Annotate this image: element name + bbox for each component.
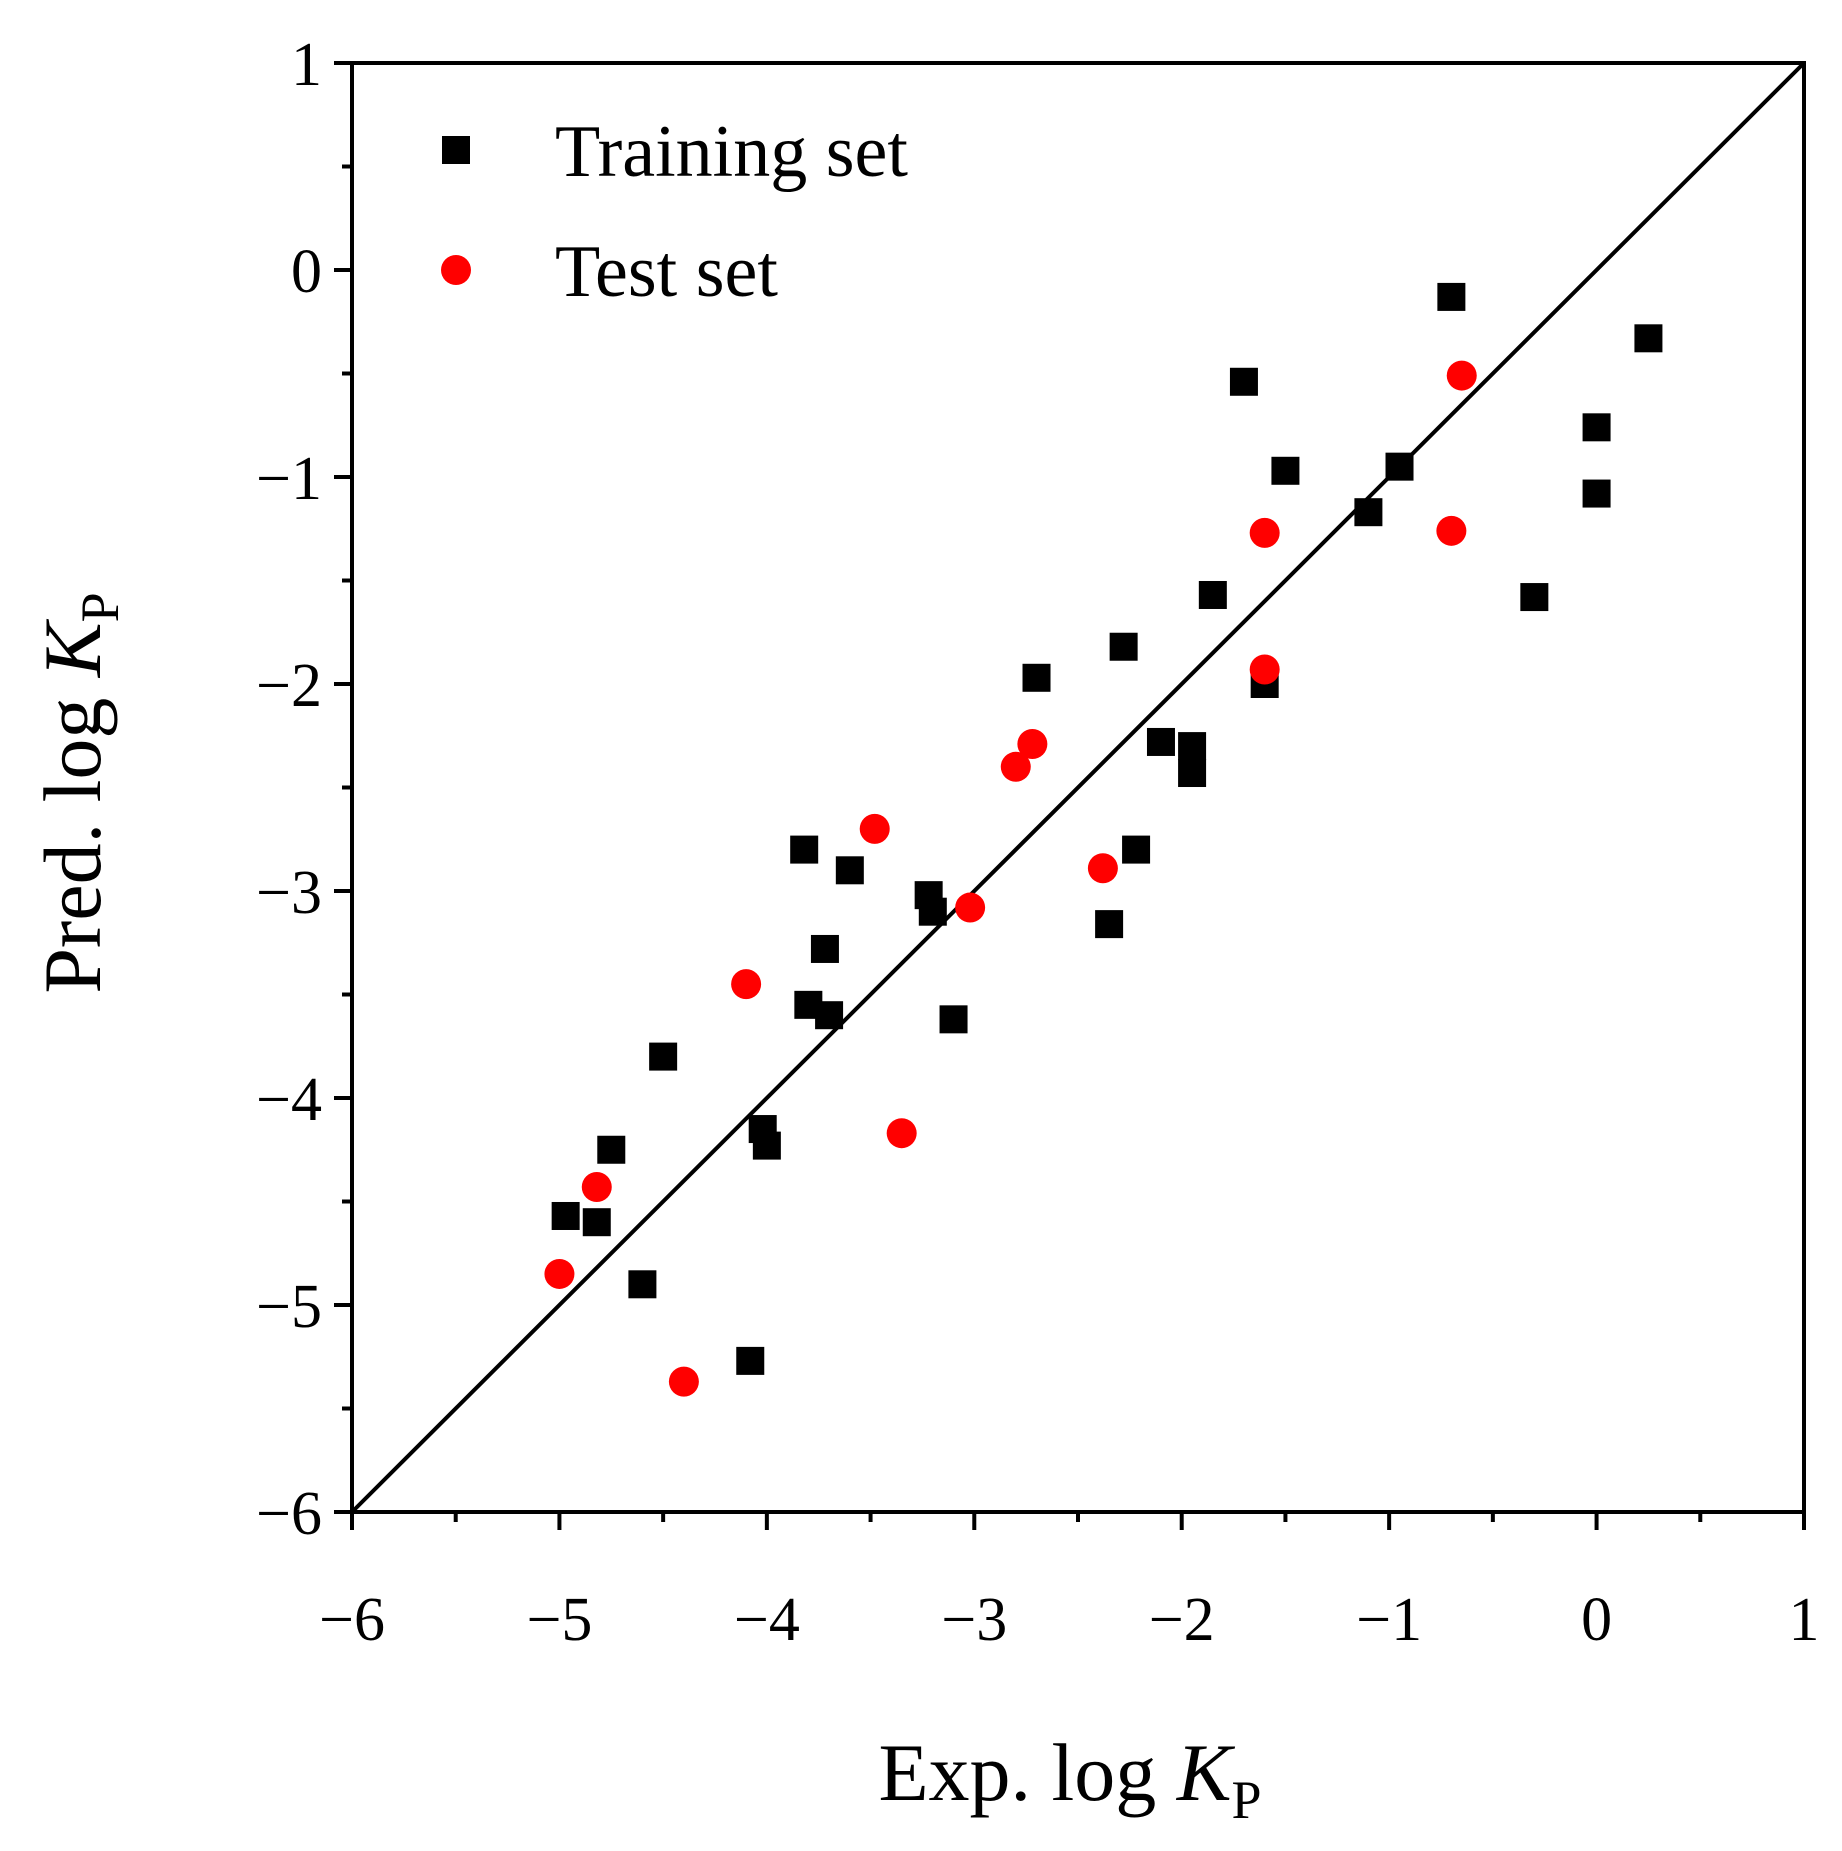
training-point xyxy=(918,897,947,926)
test-point xyxy=(859,813,890,844)
legend-training-label: Training set xyxy=(555,111,908,193)
training-point xyxy=(597,1135,626,1164)
x-tick-label: −1 xyxy=(1356,1586,1422,1654)
y-tick-label: 0 xyxy=(291,238,322,306)
training-point xyxy=(1582,479,1611,508)
test-point xyxy=(668,1366,699,1397)
x-tick-label: −5 xyxy=(526,1586,592,1654)
test-point xyxy=(1249,517,1280,548)
training-point xyxy=(1437,282,1466,311)
training-point xyxy=(1146,727,1175,756)
test-point xyxy=(1436,515,1467,546)
training-point xyxy=(1022,663,1051,692)
axes: −6 −6 −5 −5 −4 −4 −3 −3 −2 −2 −1 −1 0 0 1 1 xyxy=(256,31,1819,1654)
y-tick-label: −5 xyxy=(256,1273,322,1341)
x-tick-label: 1 xyxy=(1789,1586,1820,1654)
x-tick-label: −3 xyxy=(941,1586,1007,1654)
y-tick-label: −4 xyxy=(256,1066,322,1134)
training-point xyxy=(810,934,839,963)
training-point xyxy=(1520,583,1549,612)
y-tick-label: −6 xyxy=(256,1480,322,1548)
training-point xyxy=(1354,498,1383,527)
y-tick-label: −1 xyxy=(256,445,322,513)
test-point xyxy=(1087,853,1118,884)
training-point xyxy=(1385,452,1414,481)
test-point xyxy=(1446,360,1477,391)
test-point xyxy=(544,1258,575,1289)
x-tick-label: −6 xyxy=(319,1586,385,1654)
y-tick-label: 1 xyxy=(291,31,322,99)
training-point xyxy=(628,1270,657,1299)
training-point xyxy=(1229,367,1258,396)
legend: Training set Test set xyxy=(441,111,908,313)
x-tick-label: −4 xyxy=(734,1586,800,1654)
legend-training-marker xyxy=(442,136,470,164)
training-point xyxy=(1634,324,1663,353)
training-point xyxy=(1582,413,1611,442)
y-tick-label: −3 xyxy=(256,859,322,927)
training-point xyxy=(752,1131,781,1160)
test-point xyxy=(1249,654,1280,685)
training-point xyxy=(815,1001,844,1030)
test-point xyxy=(731,969,762,1000)
training-point xyxy=(736,1346,765,1375)
training-point xyxy=(649,1042,678,1071)
training-point xyxy=(790,835,819,864)
training-point xyxy=(1178,732,1207,761)
x-axis-title: Exp. log KP xyxy=(878,1727,1261,1830)
test-point xyxy=(1000,751,1031,782)
training-point xyxy=(1122,835,1151,864)
training-point xyxy=(1109,632,1138,661)
training-point xyxy=(1271,456,1300,485)
plot-area xyxy=(350,61,1806,1514)
x-tick-label: −2 xyxy=(1149,1586,1215,1654)
test-point xyxy=(886,1118,917,1149)
legend-test-marker xyxy=(441,255,471,285)
training-point xyxy=(1095,910,1124,939)
test-point xyxy=(1017,729,1048,760)
y-tick-label: −2 xyxy=(256,652,322,720)
x-tick-label: 0 xyxy=(1581,1586,1612,1654)
training-point xyxy=(835,856,864,885)
training-point xyxy=(551,1201,580,1230)
training-point xyxy=(939,1005,968,1034)
training-point xyxy=(582,1208,611,1237)
legend-test-label: Test set xyxy=(555,231,778,313)
y-axis-title: Pred. log KP xyxy=(27,592,130,993)
test-point xyxy=(581,1172,612,1203)
identity-line xyxy=(350,61,1806,1514)
training-point xyxy=(1198,580,1227,609)
training-point xyxy=(1178,759,1207,788)
test-point xyxy=(955,892,986,923)
